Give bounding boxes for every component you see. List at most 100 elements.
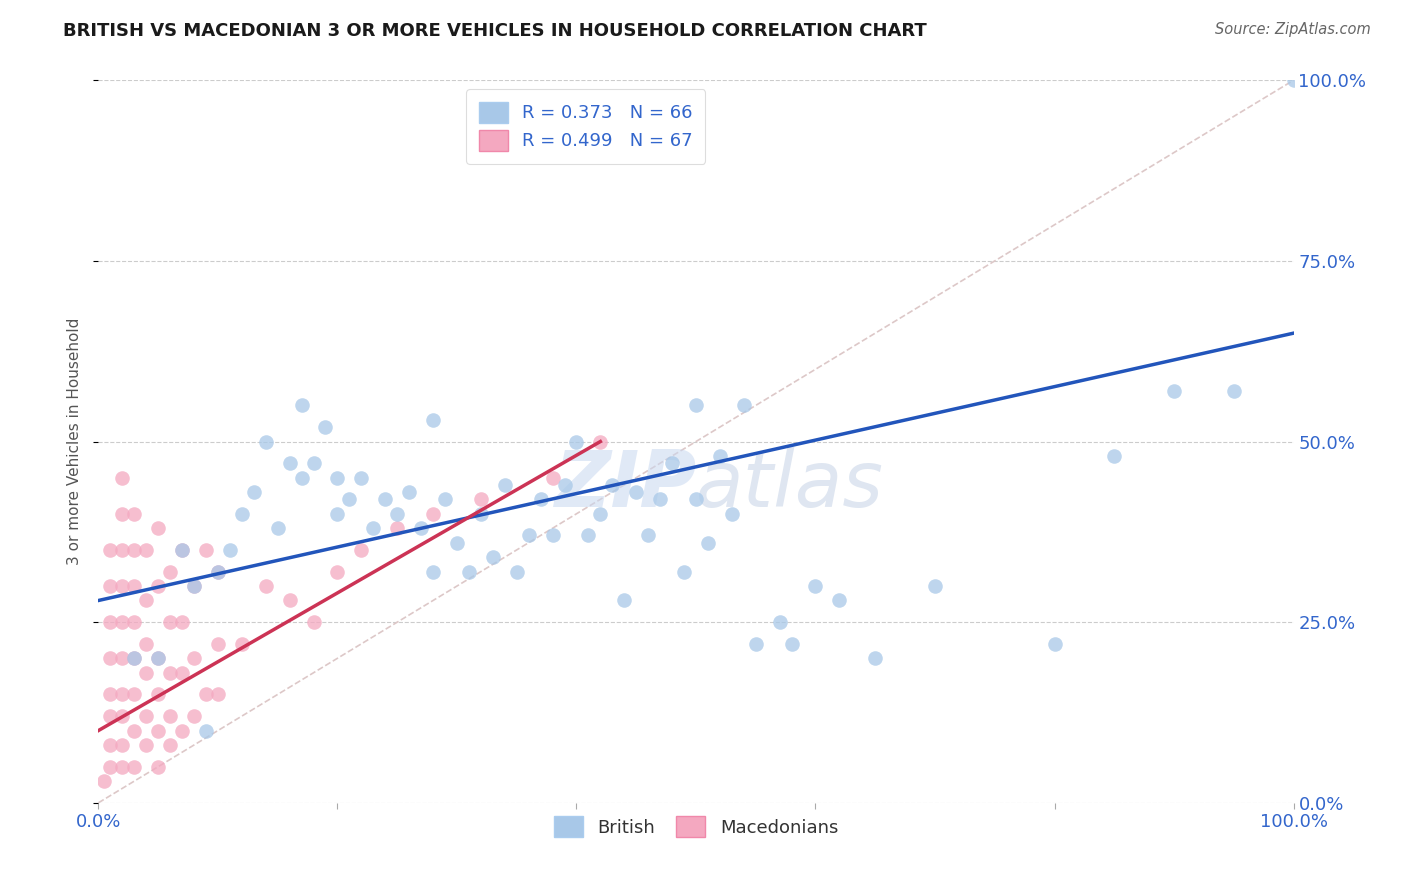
Point [1043,637,1066,651]
Point [602,478,624,492]
Point [769,615,792,630]
Point [172,665,194,680]
Point [865,651,887,665]
Point [231,637,253,651]
Point [1282,73,1305,87]
Point [385,507,409,521]
Point [530,492,553,507]
Point [482,550,505,565]
Point [1163,384,1185,398]
Point [326,507,349,521]
Point [470,507,492,521]
Point [111,579,134,593]
Text: atlas: atlas [696,447,884,523]
Y-axis label: 3 or more Vehicles in Household: 3 or more Vehicles in Household [67,318,83,566]
Point [385,521,409,535]
Point [302,615,325,630]
Point [183,579,205,593]
Point [148,687,170,701]
Point [278,593,301,607]
Point [589,507,612,521]
Point [111,651,134,665]
Point [207,687,229,701]
Point [326,565,349,579]
Point [470,492,492,507]
Point [374,492,396,507]
Point [291,398,314,412]
Point [254,579,277,593]
Point [124,615,146,630]
Point [243,485,266,500]
Point [111,507,134,521]
Point [98,651,122,665]
Point [124,651,146,665]
Point [422,565,444,579]
Point [506,565,529,579]
Point [207,637,229,651]
Point [254,434,277,449]
Point [422,507,444,521]
Point [111,687,134,701]
Legend: British, Macedonians: British, Macedonians [547,809,845,845]
Point [98,738,122,752]
Point [111,709,134,723]
Point [685,398,707,412]
Point [554,478,576,492]
Point [613,593,636,607]
Point [398,485,420,500]
Point [673,565,696,579]
Point [148,651,170,665]
Point [172,542,194,557]
Point [124,579,146,593]
Point [733,398,755,412]
Point [124,651,146,665]
Point [578,528,600,542]
Point [446,535,468,549]
Point [98,687,122,701]
Point [661,456,683,470]
Point [111,738,134,752]
Point [363,521,385,535]
Point [685,492,707,507]
Point [350,471,373,485]
Point [589,434,612,449]
Point [135,542,157,557]
Point [159,738,181,752]
Point [172,542,194,557]
Text: BRITISH VS MACEDONIAN 3 OR MORE VEHICLES IN HOUSEHOLD CORRELATION CHART: BRITISH VS MACEDONIAN 3 OR MORE VEHICLES… [63,22,927,40]
Point [98,615,122,630]
Point [697,535,720,549]
Point [780,637,803,651]
Point [1104,449,1126,463]
Point [626,485,648,500]
Point [111,471,134,485]
Point [804,579,827,593]
Point [541,471,564,485]
Point [326,471,349,485]
Point [172,615,194,630]
Point [1223,384,1246,398]
Point [517,528,540,542]
Point [124,507,146,521]
Point [458,565,481,579]
Point [159,665,181,680]
Text: Source: ZipAtlas.com: Source: ZipAtlas.com [1215,22,1371,37]
Point [159,565,181,579]
Point [98,579,122,593]
Point [148,579,170,593]
Point [135,738,157,752]
Text: ZIP: ZIP [554,447,696,523]
Point [98,709,122,723]
Point [148,521,170,535]
Point [541,528,564,542]
Point [124,760,146,774]
Point [828,593,851,607]
Point [148,760,170,774]
Point [135,709,157,723]
Point [278,456,301,470]
Point [159,615,181,630]
Point [124,542,146,557]
Point [219,542,242,557]
Point [135,665,157,680]
Point [721,507,744,521]
